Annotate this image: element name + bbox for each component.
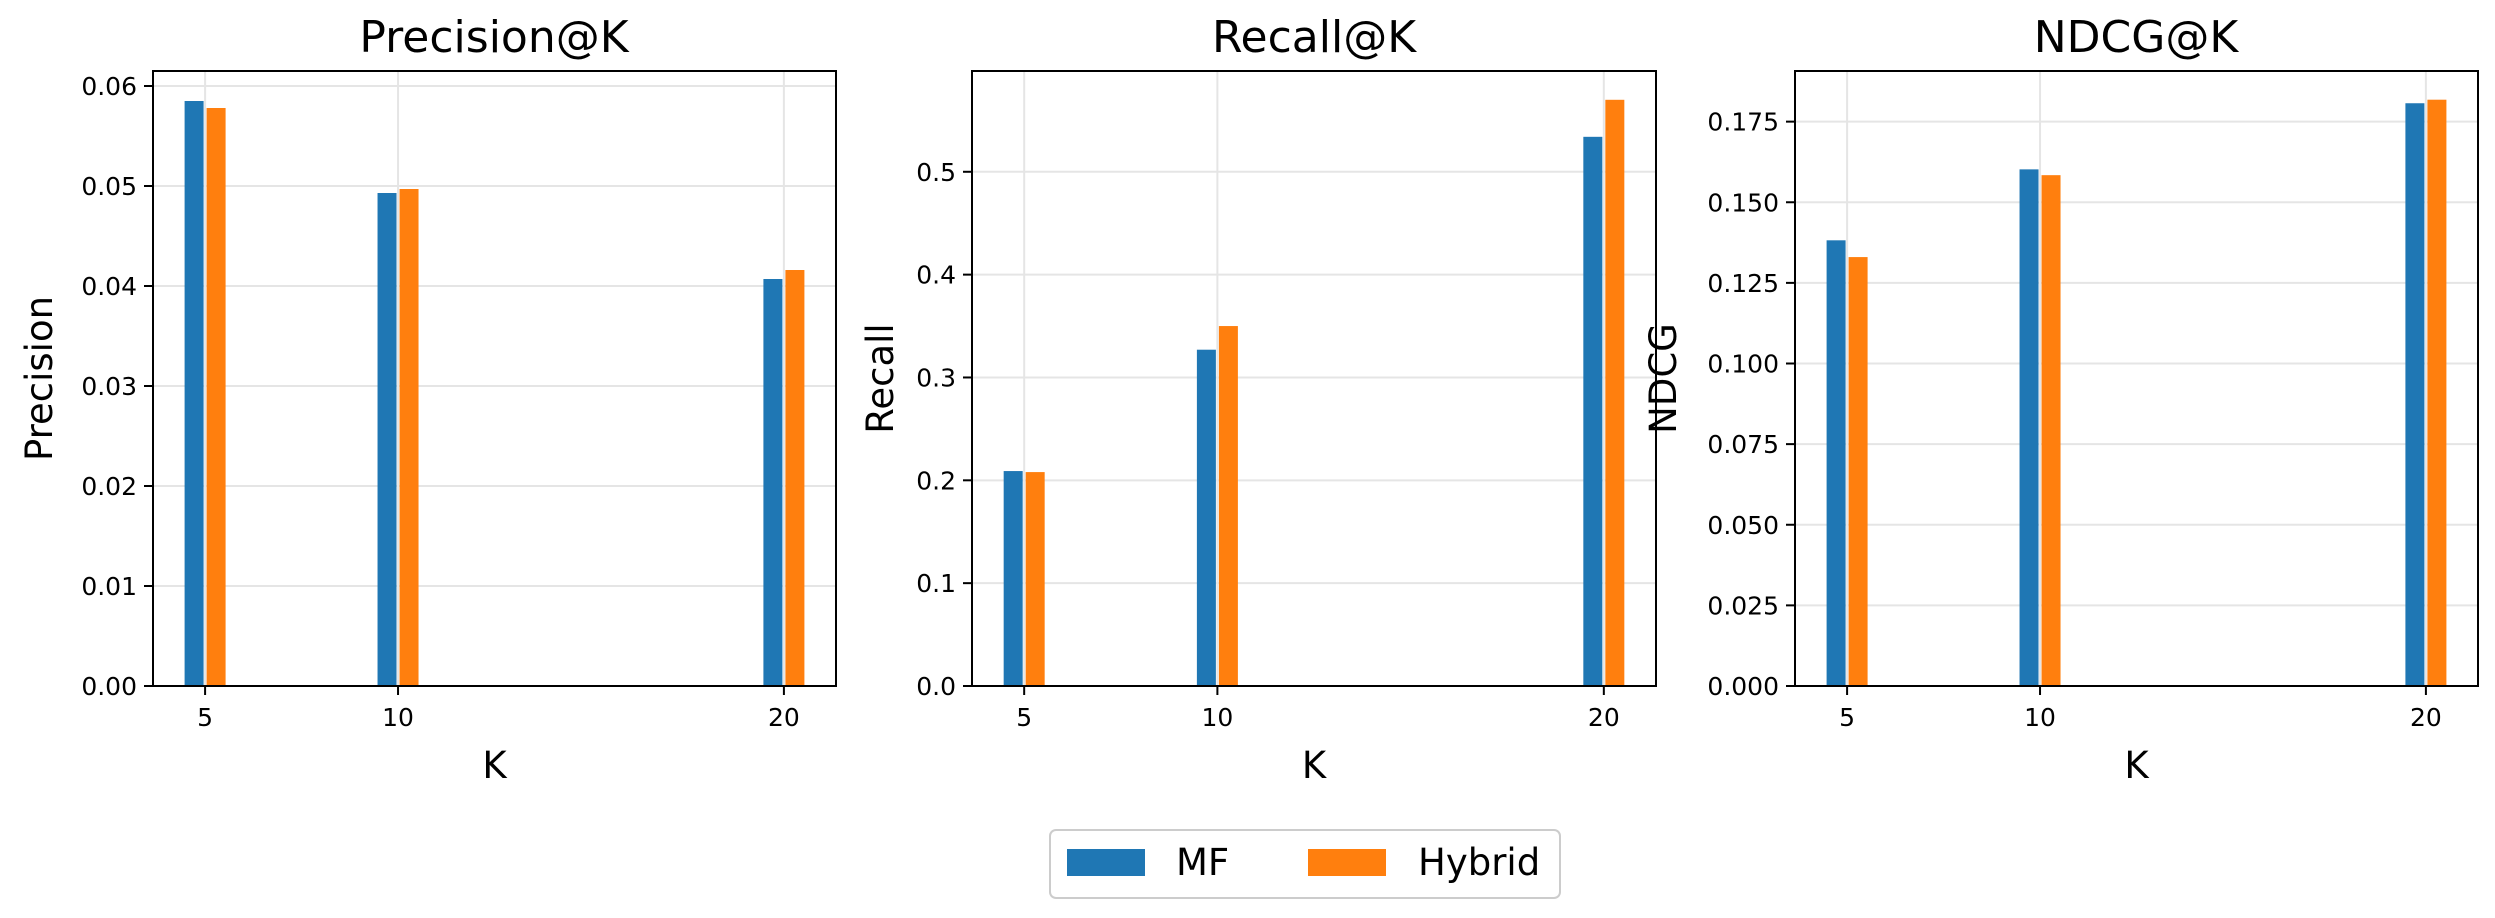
legend-frame	[1049, 829, 1561, 899]
y-axis-title: Recall	[859, 323, 902, 433]
x-tick-label: 10	[382, 703, 414, 732]
y-tick-label: 0.00	[81, 672, 137, 701]
y-tick-label: 0.02	[81, 472, 137, 501]
plot-frame	[152, 70, 837, 687]
x-tick-label: 20	[768, 703, 800, 732]
plot-frame	[1794, 70, 2479, 687]
y-tick-label: 0.3	[916, 363, 956, 392]
bar-hybrid-k5	[1848, 257, 1868, 686]
bar-mf-k10	[2019, 169, 2039, 686]
legend-swatch-hybrid	[1308, 849, 1386, 876]
x-tick-label: 20	[2410, 703, 2442, 732]
y-tick-label: 0.000	[1707, 672, 1779, 701]
bar-hybrid-k20	[1605, 99, 1625, 686]
bar-mf-k5	[1003, 471, 1023, 686]
bar-hybrid-k20	[2427, 99, 2447, 686]
x-tick-label: 5	[197, 703, 213, 732]
x-axis-title: K	[1302, 744, 1328, 787]
x-tick-label: 5	[1839, 703, 1855, 732]
bar-mf-k10	[1196, 349, 1216, 686]
bar-mf-k5	[184, 101, 204, 686]
plot-frame	[971, 70, 1657, 687]
bar-hybrid-k10	[399, 189, 419, 686]
chart-panels: 5 10 200.000.010.020.030.040.050.06Precisi…	[18, 12, 2479, 787]
legend: MF Hybrid	[1049, 829, 1561, 899]
bar-mf-k10	[377, 193, 397, 686]
y-axis-title: NDCG	[1642, 323, 1685, 434]
bar-hybrid-k5	[1025, 472, 1045, 686]
legend-label-hybrid: Hybrid	[1418, 841, 1540, 884]
x-tick-label: 10	[2024, 703, 2056, 732]
legend-swatch-mf	[1067, 849, 1145, 876]
y-tick-label: 0.050	[1707, 511, 1779, 540]
y-tick-label: 0.06	[81, 72, 137, 101]
x-axis-title: K	[2124, 744, 2150, 787]
y-tick-label: 0.2	[916, 466, 956, 495]
y-tick-label: 0.01	[81, 572, 137, 601]
y-tick-label: 0.025	[1707, 591, 1779, 620]
y-tick-label: 0.0	[916, 672, 956, 701]
y-tick-label: 0.03	[81, 372, 137, 401]
chart-panel-2: 5 10 20 0.0 0.1 0.2 0.3 0.4 0.5 Recall@K K Recall	[859, 12, 1657, 787]
y-tick-label: 0.150	[1707, 188, 1779, 217]
y-tick-label: 0.100	[1707, 350, 1779, 379]
bar-hybrid-k20	[785, 270, 805, 686]
legend-label-mf: MF	[1176, 841, 1229, 884]
chart-title: Recall@K	[1212, 12, 1417, 63]
y-tick-label: 0.1	[916, 569, 956, 598]
x-tick-label: 20	[1588, 703, 1620, 732]
y-tick-label: 0.075	[1707, 430, 1779, 459]
y-axis-title: Precision	[18, 296, 61, 461]
y-tick-label: 0.04	[81, 272, 137, 301]
y-tick-label: 0.4	[916, 261, 956, 290]
bar-hybrid-k10	[2041, 175, 2061, 686]
chart-panel-1: 5 10 20 0.00 0.01 0.02 0.03 0.04 0.05 0.06 Precisi…	[18, 12, 837, 787]
x-tick-label: 10	[1201, 703, 1233, 732]
y-tick-label: 0.05	[81, 172, 137, 201]
bar-hybrid-k10	[1218, 326, 1238, 686]
chart-title: Precision@K	[359, 12, 629, 63]
chart-title: NDCG@K	[2034, 12, 2240, 63]
bar-mf-k20	[1583, 136, 1603, 686]
y-tick-label: 0.125	[1707, 269, 1779, 298]
x-tick-label: 5	[1016, 703, 1032, 732]
x-axis-title: K	[482, 744, 508, 787]
bar-mf-k20	[2405, 103, 2425, 686]
bar-hybrid-k5	[206, 108, 226, 686]
y-tick-label: 0.5	[916, 158, 956, 187]
chart-panel-3: 5 10 20 0.000 0.025 0.050 0.075 0.100 0.125 0.150…	[1642, 12, 2479, 787]
bar-mf-k5	[1826, 240, 1846, 687]
bar-mf-k20	[763, 279, 783, 686]
y-tick-label: 0.175	[1707, 108, 1779, 137]
